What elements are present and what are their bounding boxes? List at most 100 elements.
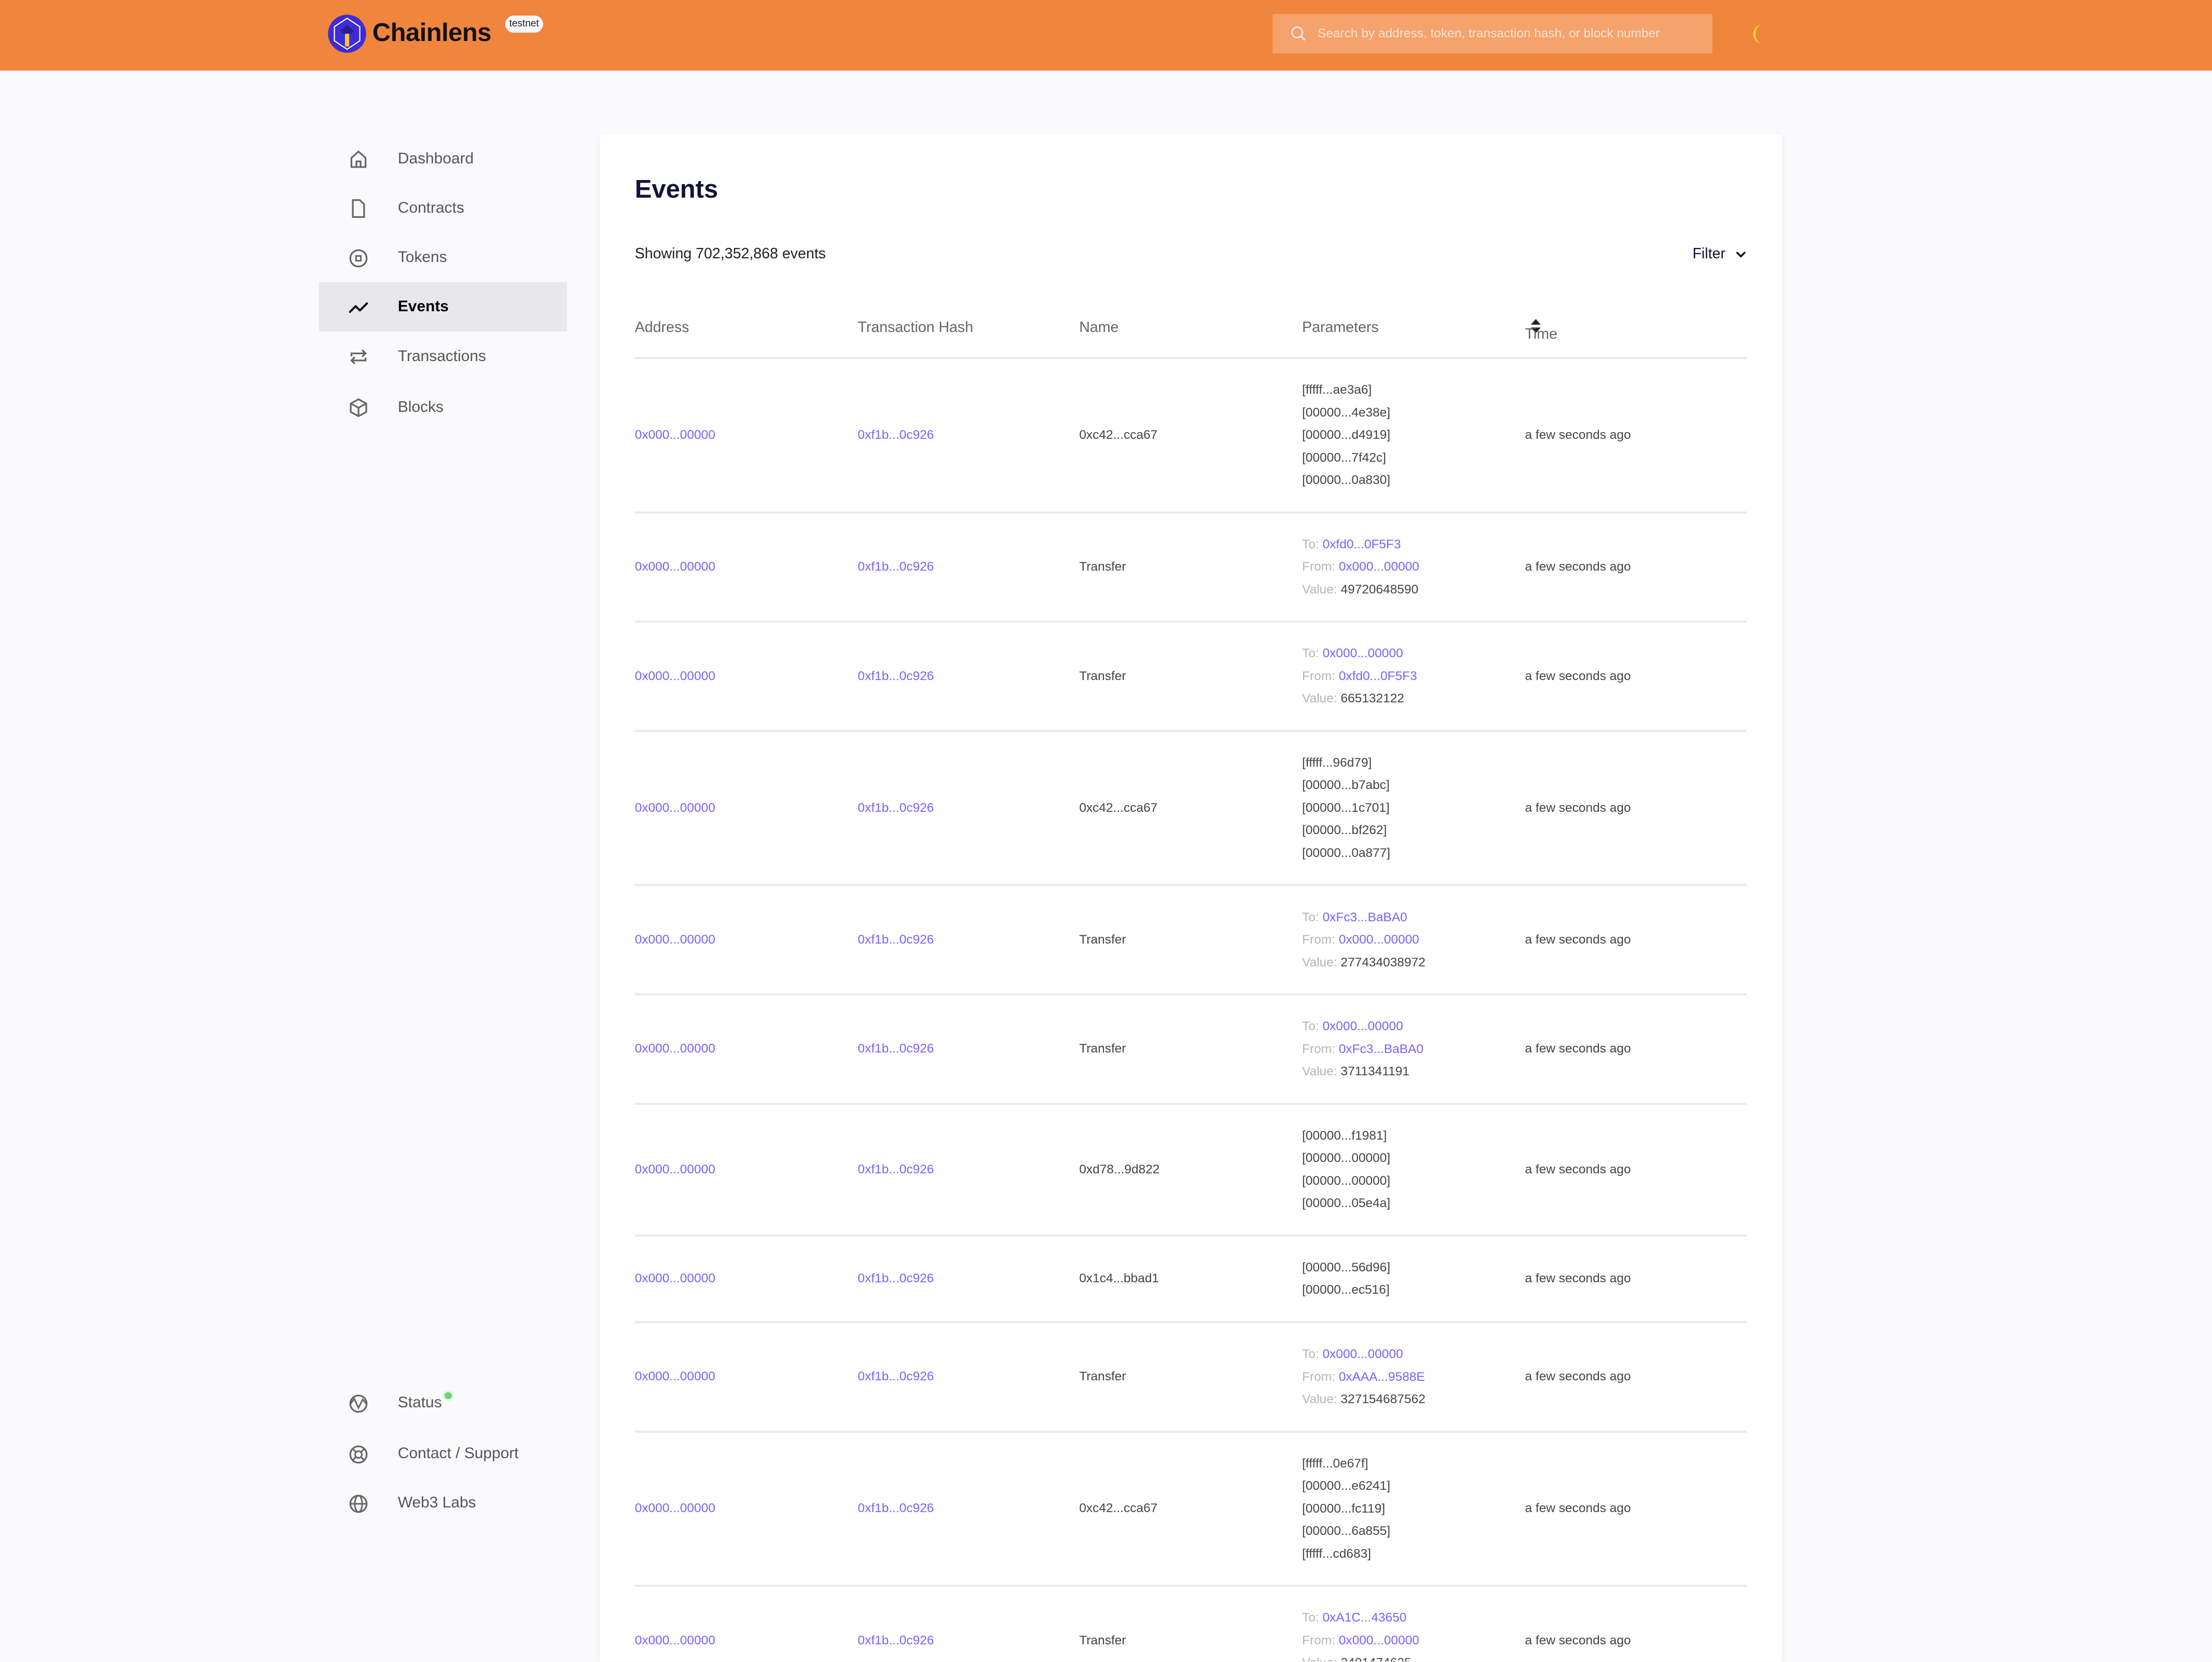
parameters-cell: [fffff...ae3a6] [00000...4e38e] [00000...d… — [1302, 379, 1747, 492]
table-row: 0x000...00000 0xf1b...0c926 Transfer To:… — [634, 886, 1747, 996]
lifebuoy-icon — [349, 1445, 368, 1464]
address-link[interactable]: 0x000...00000 — [634, 1162, 715, 1176]
address-link[interactable]: 0x000...00000 — [634, 669, 715, 683]
value-amount: 277434038972 — [1340, 955, 1426, 970]
from-address-link[interactable]: 0xAAA...9588E — [1338, 1369, 1425, 1384]
table-row: 0x000...00000 0xf1b...0c926 Transfer To:… — [634, 622, 1747, 732]
sort-icon[interactable] — [1530, 319, 1541, 334]
address-link[interactable]: 0x000...00000 — [634, 1042, 715, 1056]
transaction-hash-link[interactable]: 0xf1b...0c926 — [858, 932, 934, 947]
search-input[interactable] — [1315, 25, 1702, 43]
value-amount: 327154687562 — [1340, 1392, 1426, 1407]
parameter-value: [fffff...cd683] — [1302, 1546, 1371, 1561]
sidebar-item-dashboard[interactable]: Dashboard — [319, 134, 568, 183]
transfer-from: From: 0x000...00000 — [1302, 929, 1747, 951]
parameter-value: [00000...6a855] — [1302, 1524, 1391, 1539]
address-link[interactable]: 0x000...00000 — [634, 1633, 715, 1647]
status-indicator-dot — [445, 1392, 452, 1400]
sidebar-item-contact-support[interactable]: Contact / Support — [319, 1429, 568, 1478]
table-row: 0x000...00000 0xf1b...0c926 0xc42...cca6… — [634, 1433, 1747, 1587]
event-name: Transfer — [1079, 1369, 1126, 1384]
transaction-hash-link[interactable]: 0xf1b...0c926 — [858, 1369, 934, 1384]
table-row: 0x000...00000 0xf1b...0c926 0x1c4...bbad… — [634, 1237, 1747, 1323]
to-address-link[interactable]: 0xA1C...43650 — [1322, 1611, 1407, 1625]
transaction-hash-link[interactable]: 0xf1b...0c926 — [858, 1162, 934, 1176]
parameters-cell: [00000...f1981] [00000...00000] [00000...0… — [1302, 1125, 1747, 1215]
chainlens-logo-icon[interactable] — [327, 14, 367, 53]
event-name: Transfer — [1079, 669, 1126, 683]
address-link[interactable]: 0x000...00000 — [634, 1271, 715, 1286]
transaction-hash-link[interactable]: 0xf1b...0c926 — [858, 669, 934, 683]
from-address-link[interactable]: 0x000...00000 — [1338, 933, 1419, 947]
transfer-to: To: 0x000...00000 — [1302, 1343, 1747, 1366]
theme-toggle-moon-icon[interactable] — [1752, 23, 1772, 46]
address-link[interactable]: 0x000...00000 — [634, 427, 715, 442]
sidebar-item-label: Tokens — [397, 248, 447, 266]
sidebar-item-tokens[interactable]: Tokens — [319, 233, 568, 282]
column-header-name: Name — [1079, 318, 1119, 336]
globe-icon — [349, 1494, 368, 1513]
transaction-hash-link[interactable]: 0xf1b...0c926 — [858, 1501, 934, 1516]
table-row: 0x000...00000 0xf1b...0c926 Transfer To:… — [634, 995, 1747, 1105]
from-address-link[interactable]: 0xfd0...0F5F3 — [1338, 669, 1417, 683]
filter-button[interactable]: Filter — [1693, 245, 1747, 262]
event-name: Transfer — [1079, 559, 1126, 574]
transfer-value: Value: 3711341191 — [1302, 1060, 1747, 1083]
to-address-link[interactable]: 0xfd0...0F5F3 — [1322, 537, 1401, 551]
sidebar-item-label: Dashboard — [397, 149, 474, 167]
from-address-link[interactable]: 0x000...00000 — [1338, 1633, 1419, 1647]
parameter-value: [00000...1c701] — [1302, 800, 1390, 815]
transaction-hash-link[interactable]: 0xf1b...0c926 — [858, 427, 934, 442]
search-box[interactable] — [1272, 14, 1713, 54]
status-label: Status — [397, 1394, 442, 1411]
address-link[interactable]: 0x000...00000 — [634, 1369, 715, 1384]
parameters-cell: To: 0x000...00000 From: 0xAAA...9588E Va… — [1302, 1343, 1747, 1411]
parameter-value: [00000...ec516] — [1302, 1283, 1390, 1297]
table-row: 0x000...00000 0xf1b...0c926 Transfer To:… — [634, 1323, 1747, 1433]
event-time: a few seconds ago — [1525, 1162, 1631, 1176]
to-address-link[interactable]: 0x000...00000 — [1322, 1347, 1403, 1362]
event-time: a few seconds ago — [1525, 932, 1631, 947]
brand-name[interactable]: Chainlens — [372, 19, 492, 47]
parameters-cell: [fffff...0e67f] [00000...e6241] [00000...f… — [1302, 1452, 1747, 1566]
column-header-transaction-hash: Transaction Hash — [858, 318, 974, 336]
transaction-hash-link[interactable]: 0xf1b...0c926 — [858, 559, 934, 574]
to-address-link[interactable]: 0x000...00000 — [1322, 1019, 1403, 1034]
to-address-link[interactable]: 0xFc3...BaBA0 — [1322, 910, 1407, 924]
cube-icon — [350, 398, 367, 417]
table-body: 0x000...00000 0xf1b...0c926 0xc42...cca6… — [634, 359, 1747, 1661]
from-address-link[interactable]: 0xFc3...BaBA0 — [1338, 1042, 1423, 1056]
column-header-time[interactable]: Time — [1525, 319, 1557, 342]
transaction-hash-link[interactable]: 0xf1b...0c926 — [858, 1633, 934, 1647]
sidebar-item-web3-labs[interactable]: Web3 Labs — [319, 1478, 568, 1528]
address-link[interactable]: 0x000...00000 — [634, 1501, 715, 1516]
sidebar-item-transactions[interactable]: Transactions — [319, 331, 568, 381]
sidebar-item-blocks[interactable]: Blocks — [319, 382, 568, 432]
to-address-link[interactable]: 0x000...00000 — [1322, 646, 1403, 661]
transaction-hash-link[interactable]: 0xf1b...0c926 — [858, 1271, 934, 1286]
file-icon — [352, 199, 365, 218]
address-link[interactable]: 0x000...00000 — [634, 559, 715, 574]
sidebar-item-events[interactable]: Events — [319, 282, 568, 332]
transaction-hash-link[interactable]: 0xf1b...0c926 — [858, 800, 934, 815]
transfer-value: Value: 3401474625 — [1302, 1652, 1747, 1661]
address-link[interactable]: 0x000...00000 — [634, 800, 715, 815]
transaction-hash-link[interactable]: 0xf1b...0c926 — [858, 1042, 934, 1056]
from-address-link[interactable]: 0x000...00000 — [1338, 560, 1419, 574]
transfer-to: To: 0xA1C...43650 — [1302, 1606, 1747, 1629]
sidebar-item-status[interactable]: Status — [319, 1378, 568, 1428]
value-label: Value: — [1302, 955, 1337, 970]
table-row: 0x000...00000 0xf1b...0c926 0xd78...9d82… — [634, 1105, 1747, 1237]
to-label: To: — [1302, 1019, 1319, 1034]
event-time: a few seconds ago — [1525, 559, 1631, 574]
network-badge: testnet — [505, 15, 543, 33]
event-name: 0xc42...cca67 — [1079, 427, 1158, 442]
transfer-from: From: 0x000...00000 — [1302, 1629, 1747, 1652]
transfer-value: Value: 277434038972 — [1302, 951, 1747, 974]
arrows-exchange-icon — [350, 350, 367, 364]
value-amount: 3711341191 — [1340, 1064, 1409, 1079]
address-link[interactable]: 0x000...00000 — [634, 932, 715, 947]
sidebar-item-contracts[interactable]: Contracts — [319, 184, 568, 233]
column-header-parameters: Parameters — [1302, 318, 1379, 336]
value-amount: 665132122 — [1340, 691, 1404, 706]
